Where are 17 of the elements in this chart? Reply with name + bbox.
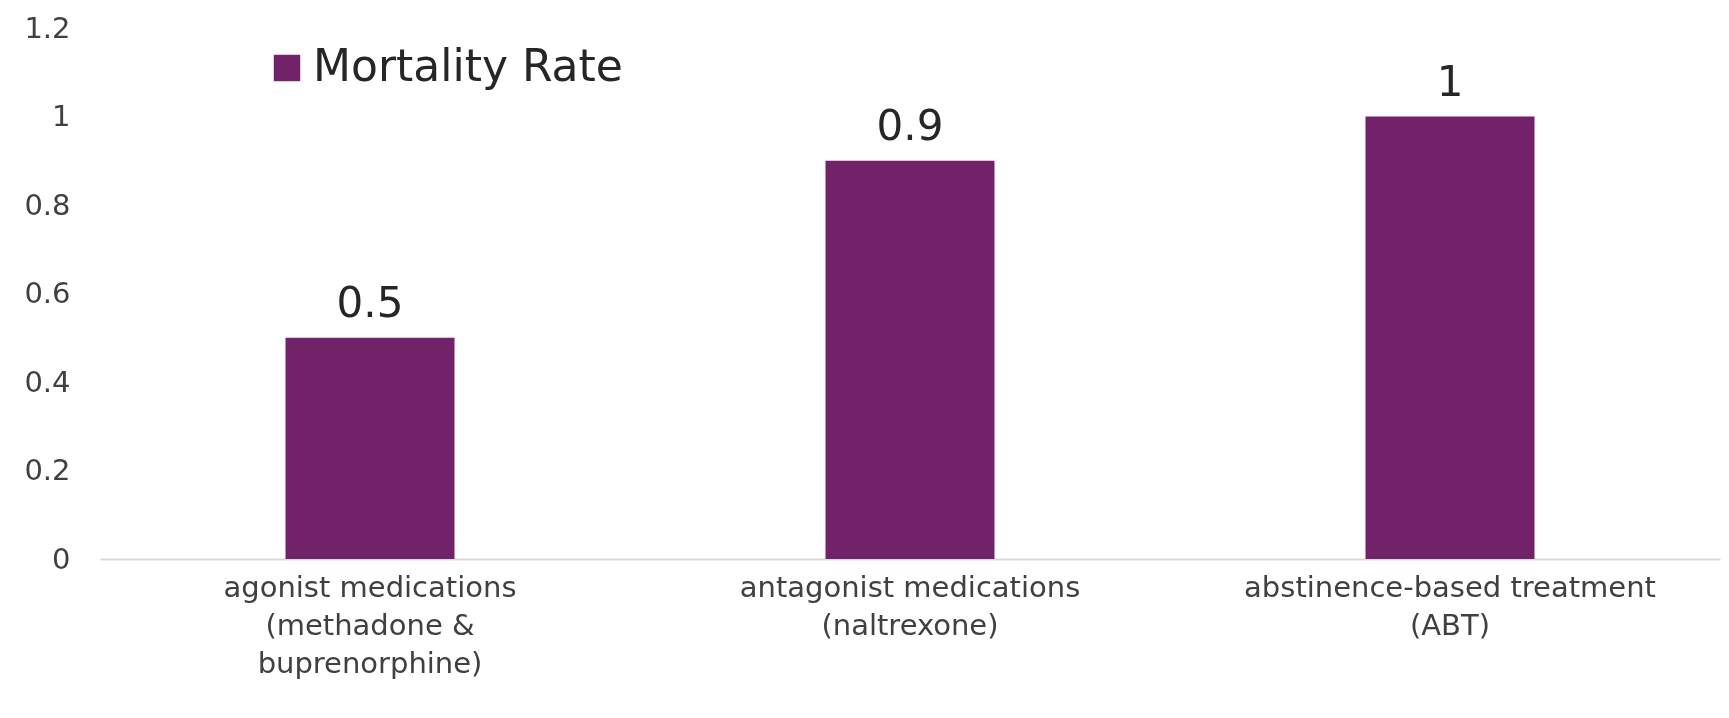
bar [285,337,455,559]
y-tick-label: 0.6 [24,276,71,310]
y-tick-label: 0.8 [24,187,71,222]
data-label: 0.9 [876,100,944,150]
data-label: 1 [1436,56,1464,106]
y-tick-label: 1.2 [24,10,71,45]
bar [825,160,995,559]
y-tick-label: 1 [52,99,71,133]
data-label: 0.5 [336,277,404,327]
legend-label: Mortality Rate [313,40,623,91]
x-tick-label: abstinence-based treatment (ABT) [1244,569,1656,642]
x-tick-label: antagonist medications (naltrexone) [739,569,1081,642]
y-tick-label: 0 [52,541,71,576]
y-tick-label: 0.4 [24,364,71,399]
x-tick-label: agonist medications (methadone & buprenorphine) [223,569,517,680]
bar [1365,116,1535,559]
y-tick-label: 0.2 [24,453,71,487]
